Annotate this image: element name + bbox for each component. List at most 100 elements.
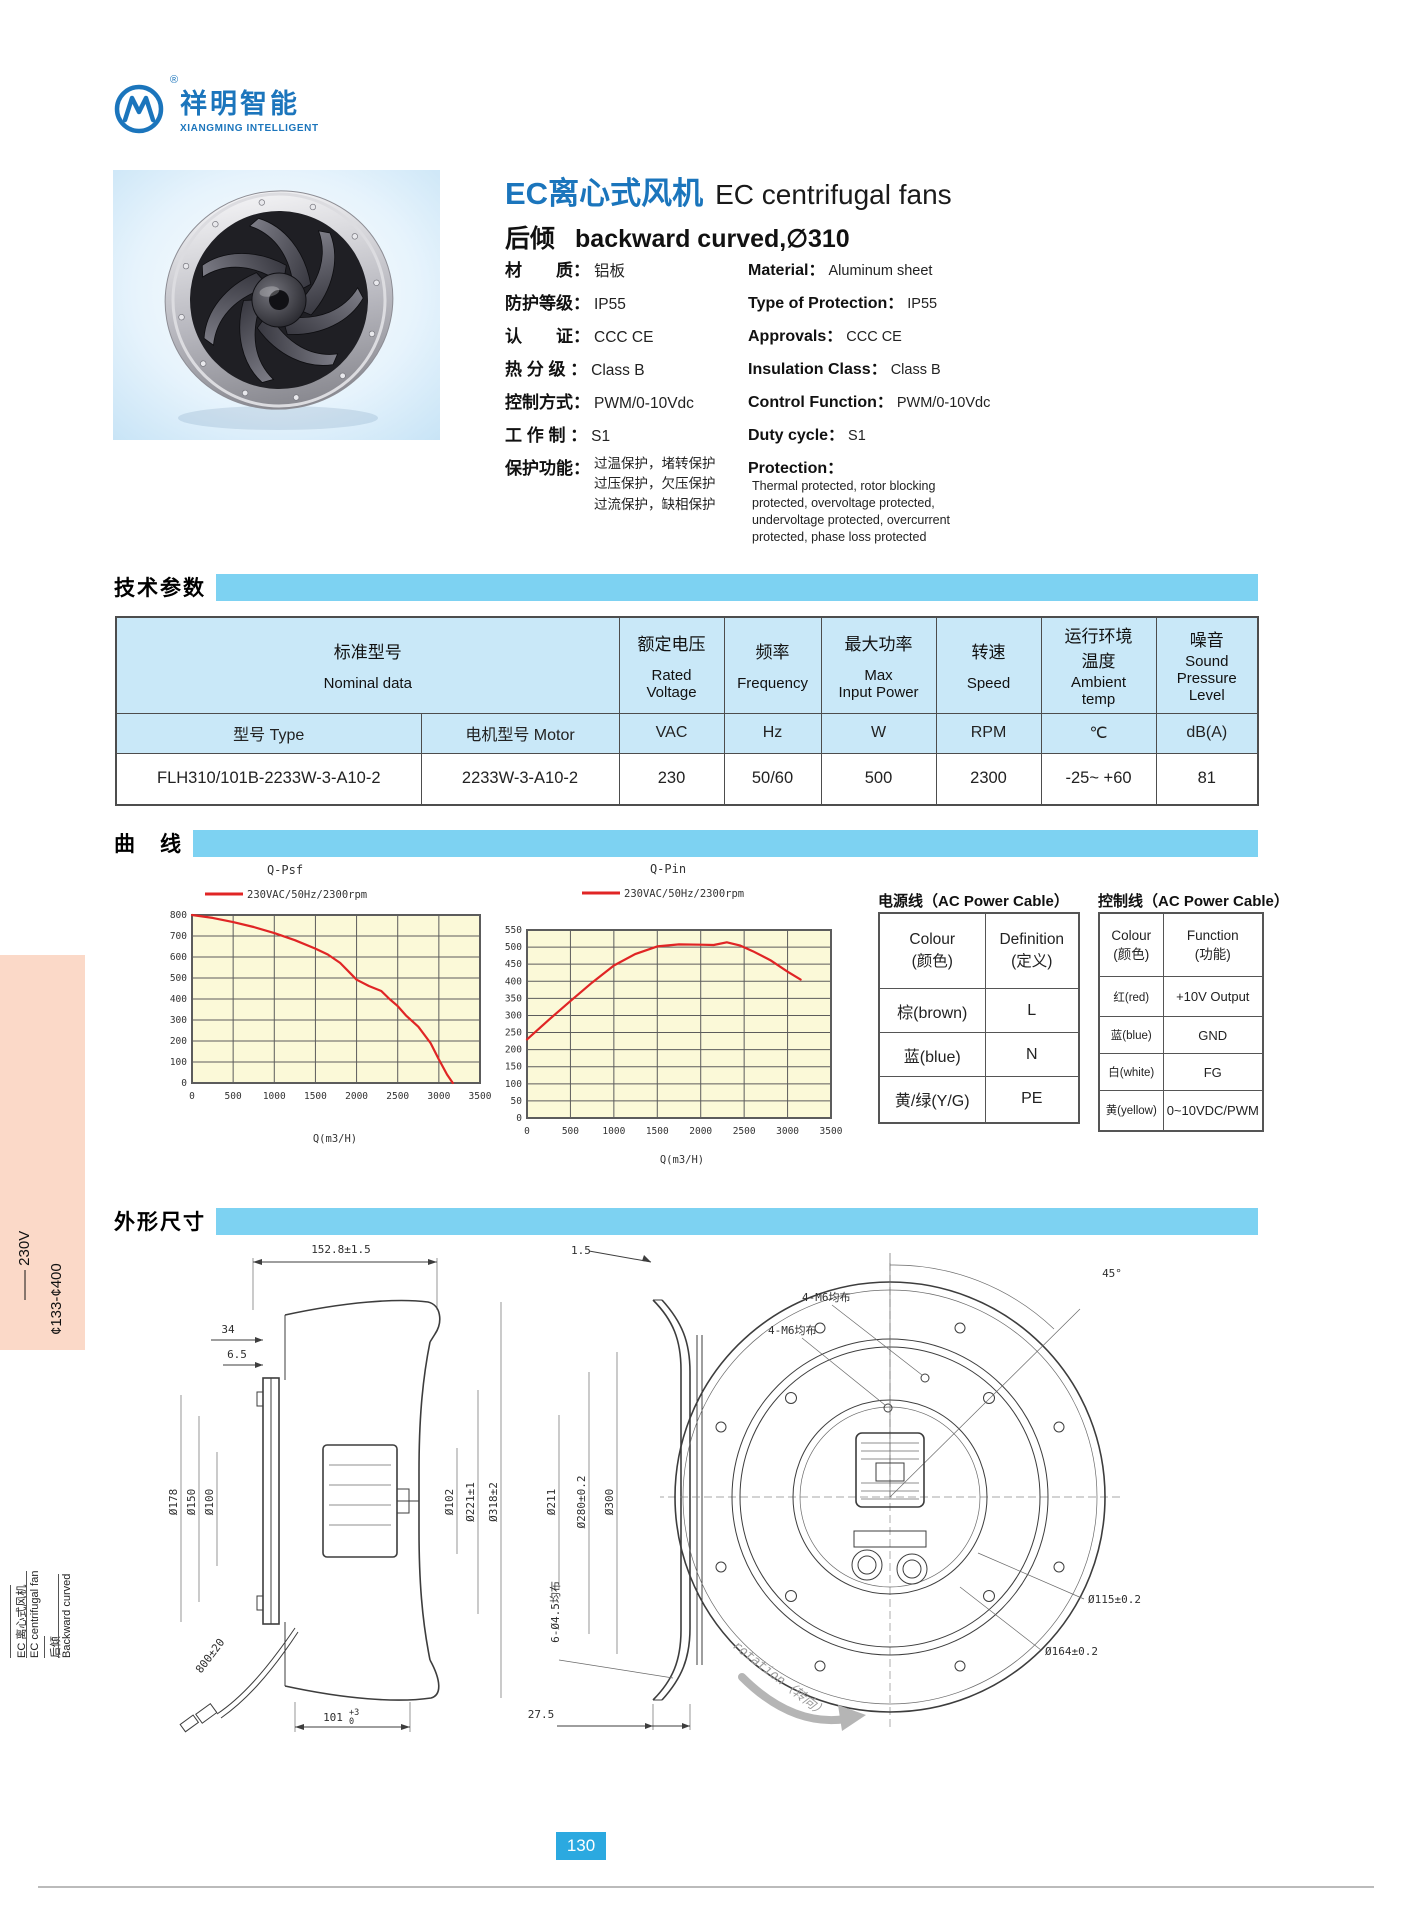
col-colour: Colour (颜色) — [1098, 912, 1164, 977]
svg-text:0: 0 — [516, 1113, 522, 1124]
cell-definition: L — [984, 988, 1080, 1033]
spec-row-approvals: 认 证： CCC CE Approvals： CCC CE — [505, 322, 1095, 347]
svg-text:1000: 1000 — [263, 1091, 286, 1102]
col-header-voltage: 额定电压 Rated Voltage — [618, 616, 725, 714]
dim-label: Ø211 — [545, 1489, 558, 1516]
svg-text:500: 500 — [225, 1091, 242, 1102]
svg-text:100: 100 — [505, 1079, 522, 1090]
svg-text:500: 500 — [505, 942, 522, 953]
svg-text:600: 600 — [170, 952, 187, 963]
section-title: 技术参数 — [114, 577, 206, 600]
spec-label-en: Control Function： — [748, 394, 893, 411]
dim-label: Ø150 — [185, 1489, 198, 1516]
svg-text:400: 400 — [505, 976, 522, 987]
tech-params-table: 标准型号 Nominal data 额定电压 Rated Voltage 频率 Fre… — [115, 616, 1260, 806]
table-row: 蓝(blue) N — [878, 1032, 1080, 1077]
spec-row-duty: 工 作 制 ： S1 Duty cycle： S1 — [505, 421, 1095, 446]
col-header-noise: 噪音 Sound Pressure Level — [1155, 616, 1259, 714]
svg-text:2000: 2000 — [689, 1126, 712, 1137]
section-bar — [216, 573, 1258, 601]
svg-text:100: 100 — [170, 1057, 187, 1068]
cell-colour: 黄(yellow) — [1098, 1090, 1164, 1131]
title-cn: EC离心式风机 — [505, 176, 704, 211]
sidebar-diameter-range: ¢133-¢400 — [48, 1263, 65, 1335]
subheader-db: dB(A) — [1155, 712, 1259, 754]
power-cable-table: Colour (颜色) Definition (定义) 棕(brown) L 蓝(b… — [878, 912, 1080, 1124]
cell-db: 81 — [1155, 752, 1259, 805]
spec-value-cn: Class B — [591, 362, 645, 379]
dim-label: Ø178 — [167, 1489, 180, 1516]
drawing-side-section: 152.8±1.5 34 6.5 Ø178 Ø150 Ø100 — [167, 1243, 502, 1733]
dim-label: 152.8±1.5 — [311, 1243, 371, 1256]
cell-temp: -25~ +60 — [1040, 752, 1157, 805]
spec-label-cn: 保护功能： — [505, 459, 590, 478]
spec-value-en: Class B — [890, 362, 941, 378]
table-row: FLH310/101B-2233W-3-A10-2 2233W-3-A10-2 … — [115, 752, 1259, 805]
dim-label: Ø102 — [443, 1489, 456, 1516]
sidebar-voltage-block — [0, 955, 85, 1350]
svg-text:1500: 1500 — [646, 1126, 669, 1137]
svg-text:200: 200 — [170, 1036, 187, 1047]
spec-value-cn: PWM/0-10Vdc — [594, 395, 694, 412]
spec-value-en: IP55 — [907, 296, 938, 312]
cell-w: 500 — [820, 752, 937, 805]
table-row: 白(white) FG — [1098, 1053, 1264, 1091]
spec-value-en: Thermal protected, rotor blocking protec… — [752, 479, 951, 544]
svg-text:800: 800 — [170, 910, 187, 921]
footer-rule — [38, 1886, 1374, 1888]
cell-motor: 2233W-3-A10-2 — [420, 752, 620, 805]
dim-label: 1.5 — [571, 1244, 591, 1257]
spec-value-cn: IP55 — [594, 296, 626, 313]
col-header-frequency: 频率 Frequency — [723, 616, 822, 714]
svg-text:550: 550 — [505, 925, 522, 936]
col-header-ambient: 运行环境 温度 Ambient temp — [1040, 616, 1157, 714]
spec-value-en: CCC CE — [846, 329, 902, 345]
col-definition: Definition (定义) — [984, 912, 1080, 989]
dim-label: Ø100 — [203, 1489, 216, 1516]
subheader-temp: ℃ — [1040, 712, 1157, 754]
dim-label: 6.5 — [227, 1348, 247, 1361]
svg-text:350: 350 — [505, 993, 522, 1004]
section-bar — [216, 1207, 1258, 1235]
subheader-motor: 电机型号 Motor — [420, 712, 620, 754]
product-subtitle: 后倾 backward curved,∅310 — [505, 219, 952, 255]
cell-function: 0~10VDC/PWM — [1162, 1090, 1264, 1131]
brand-logo-icon — [114, 84, 164, 134]
cell-colour: 蓝(blue) — [878, 1032, 986, 1077]
col-colour: Colour (颜色) — [878, 912, 986, 989]
col-header-nominal: 标准型号 Nominal data — [115, 616, 620, 714]
spec-label-cn: 控制方式： — [505, 393, 590, 412]
dim-label: Ø115±0.2 — [1088, 1593, 1141, 1606]
dim-label: 6-Ø4.5均布 — [549, 1581, 562, 1643]
svg-text:0: 0 — [181, 1078, 187, 1089]
svg-text:50: 50 — [511, 1096, 523, 1107]
table-row: 蓝(blue) GND — [1098, 1016, 1264, 1054]
brand-name-en: XIANGMING INTELLIGENT — [180, 123, 319, 134]
svg-text:3000: 3000 — [427, 1091, 450, 1102]
section-tech-params: 技术参数 — [114, 572, 1258, 602]
spec-label-en: Approvals： — [748, 328, 843, 345]
spec-label-en: Duty cycle： — [748, 427, 845, 444]
spec-row-insulation: 热 分 级 ： Class B Insulation Class： Class B — [505, 355, 1095, 380]
section-title: 曲 线 — [114, 833, 183, 856]
svg-text:450: 450 — [505, 959, 522, 970]
dim-label: Ø318±2 — [487, 1482, 500, 1522]
cell-rpm: 2300 — [935, 752, 1042, 805]
drawing-front-view: 45° 4-M6均布 4-M6均布 Ø115±0.2 Ø164±0.2 rota… — [660, 1253, 1141, 1731]
control-cable-table: Colour (颜色) Function (功能) 红(red) +10V Outp… — [1098, 912, 1264, 1132]
svg-text:500: 500 — [170, 973, 187, 984]
col-header-speed: 转速 Speed — [935, 616, 1042, 714]
cell-colour: 蓝(blue) — [1098, 1016, 1164, 1054]
cell-definition: PE — [984, 1076, 1080, 1123]
svg-text:300: 300 — [505, 1010, 522, 1021]
sidebar-line-en: EC centrifugal fan — [26, 1570, 41, 1658]
subheader-rpm: RPM — [935, 712, 1042, 754]
chart-q-psf: 0 500 1000 1500 2000 2500 3000 3500 0 100 200 300 40… — [170, 863, 492, 1145]
subtitle-en: backward curved,∅310 — [575, 225, 850, 253]
svg-text:Q-Pin: Q-Pin — [650, 862, 686, 876]
table-row: 黄/绿(Y/G) PE — [878, 1076, 1080, 1123]
dim-label: Ø164±0.2 — [1045, 1645, 1098, 1658]
spec-row-protection-grade: 防护等级： IP55 Type of Protection： IP55 — [505, 289, 1095, 314]
dim-label: Ø221±1 — [464, 1482, 477, 1522]
svg-text:700: 700 — [170, 931, 187, 942]
